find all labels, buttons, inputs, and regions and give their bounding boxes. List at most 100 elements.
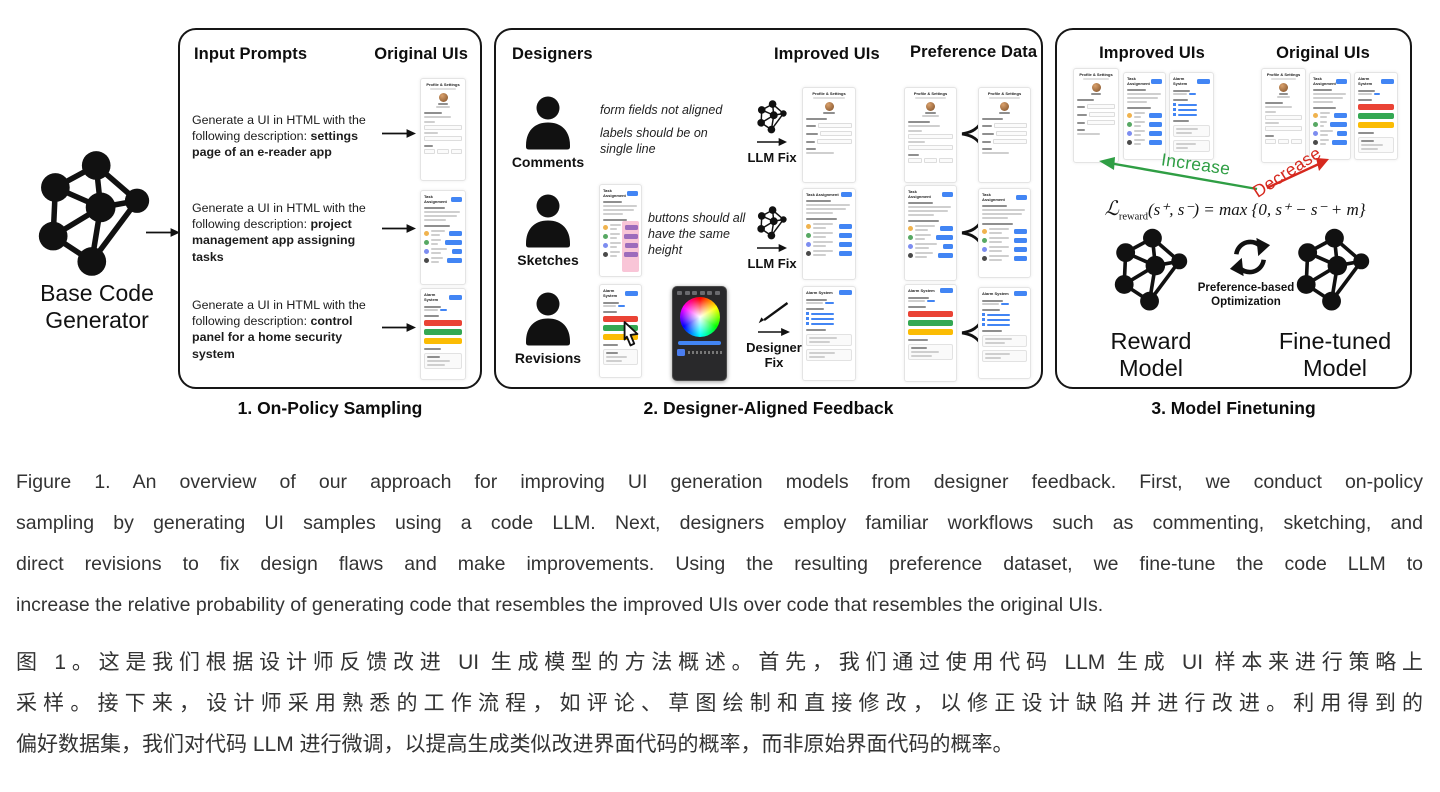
designer-row-comments: Comments <box>498 94 598 170</box>
ui-thumbnail-profile-original: Profile & Settings <box>1261 68 1306 163</box>
caption-line: 图 1。这是我们根据设计师反馈改进 UI 生成模型的方法概述。首先，我们通过使用… <box>16 651 1423 674</box>
caption-line: 偏好数据集，我们对代码 LLM 进行微调，以提高生成类似改进界面代码的概率，而非… <box>16 733 1014 756</box>
arrow-right-icon <box>758 327 790 337</box>
preference-symbol: ≺ <box>959 218 981 248</box>
ui-thumbnail-alarm-improved: Alarm System <box>1169 72 1214 160</box>
ui-thumbnail-profile-original: Profile & Settings <box>420 78 466 181</box>
improved-uis-header: Improved UIs <box>774 45 880 63</box>
arrow-right-icon <box>757 243 787 253</box>
base-code-generator-group: Base Code Generator <box>0 0 200 430</box>
panel-caption-on-policy: 1. On-Policy Sampling <box>237 398 423 418</box>
designer-row-label: Revisions <box>514 350 582 366</box>
formula-body: (s⁺, s⁻) = max {0, s⁺ − s⁻ + m} <box>1148 200 1366 219</box>
ui-thumbnail-task-improved: Task Assignment <box>978 188 1031 278</box>
reward-loss-formula: ℒreward(s⁺, s⁻) = max {0, s⁺ − s⁻ + m} <box>1075 196 1395 222</box>
caption-line: increase the relative probability of gen… <box>16 594 1104 616</box>
optimization-label-line2: Optimization <box>1211 295 1281 308</box>
increase-arrow-icon <box>1097 152 1262 192</box>
llm-fix-icon <box>757 100 787 134</box>
arrow-right-icon <box>382 223 416 234</box>
cycle-arrows-icon <box>1229 236 1271 278</box>
panel-on-policy-sampling: Input Prompts Original UIs Generate a UI… <box>178 28 482 389</box>
feedback-note: buttons should all have the same height <box>648 211 746 257</box>
llm-fix-group: LLM Fix <box>736 100 808 165</box>
input-prompts-header: Input Prompts <box>194 45 308 63</box>
finetuned-model-label: Fine-tuned Model <box>1278 328 1392 381</box>
ui-thumbnail-profile-improved: Profile & Settings <box>1073 68 1119 163</box>
designer-row-label: Sketches <box>517 252 579 268</box>
person-icon <box>523 290 573 347</box>
caption-line: direct revisions to fix design flaws and… <box>16 553 1423 575</box>
prompt-text: Generate a UI in HTML with the following… <box>192 112 374 161</box>
ui-thumbnail-profile-improved: Profile & Settings <box>978 87 1031 183</box>
ui-thumbnail-profile-original: Profile & Settings <box>904 87 957 183</box>
caption-line: sampling by generating UI samples using … <box>16 512 1423 534</box>
caption-line: 采样。接下来，设计师采用熟悉的工作流程，如评论、草图绘制和直接修改，以修正设计缺… <box>16 692 1423 715</box>
prompt-text: Generate a UI in HTML with the following… <box>192 200 374 265</box>
prompt-prefix: Generate a UI in HTML with the following… <box>192 113 366 144</box>
ui-thumbnail-task-original: Task Assignment <box>1309 72 1351 160</box>
decrease-arrow-icon <box>1263 152 1331 192</box>
arrow-right-icon <box>146 227 180 238</box>
ui-thumbnail-alarm-original: Alarm System <box>420 288 466 380</box>
ui-thumbnail-task-improved: Task Assignment <box>1123 72 1166 160</box>
arrow-right-icon <box>382 322 416 333</box>
prompt-prefix: Generate a UI in HTML with the following… <box>192 201 366 232</box>
figure-caption-english: Figure 1. An overview of our approach fo… <box>16 462 1423 626</box>
ui-thumbnail-alarm-original: Alarm System <box>1354 72 1398 160</box>
color-picker-toolbar <box>677 291 722 295</box>
figure-diagram: Base Code Generator Input Prompts Origin… <box>0 0 1412 430</box>
cursor-icon <box>620 320 642 348</box>
neural-network-icon <box>1289 228 1377 312</box>
designer-fix-group: Designer Fix <box>732 300 816 370</box>
color-picker-panel <box>672 286 727 381</box>
fix-label: LLM Fix <box>747 150 797 165</box>
improved-uis-header: Improved UIs <box>1099 44 1205 62</box>
ui-thumbnail-alarm-improved: Alarm System <box>802 286 856 381</box>
person-icon <box>523 94 573 151</box>
formula-subscript: reward <box>1118 211 1148 223</box>
ui-thumbnail-alarm-improved: Alarm System <box>978 287 1031 379</box>
llm-fix-icon <box>757 206 787 240</box>
ui-thumbnail-alarm-being-revised: Alarm System <box>599 284 642 378</box>
optimization-label: Preference-based Optimization <box>1191 282 1301 309</box>
ui-thumbnail-profile-improved: Profile & Settings <box>802 87 856 183</box>
feedback-note: labels should be on single line <box>600 126 708 156</box>
ui-thumbnail-task-original: Task Assignment <box>420 190 466 285</box>
panel-caption-finetuning: 3. Model Finetuning <box>1151 398 1316 418</box>
fix-label: Designer Fix <box>746 340 802 370</box>
panel-designer-feedback: Designers Improved UIs Preference Data C… <box>494 28 1043 389</box>
preference-symbol: ≺ <box>959 318 981 348</box>
reward-model-label: Reward Model <box>1110 328 1192 381</box>
prompt-emphasis: project management app assigning tasks <box>192 217 356 264</box>
figure-caption-chinese: 图 1。这是我们根据设计师反馈改进 UI 生成模型的方法概述。首先，我们通过使用… <box>16 642 1423 765</box>
person-icon <box>523 192 573 249</box>
color-picker-controls <box>677 349 722 356</box>
prompt-text: Generate a UI in HTML with the following… <box>192 297 374 362</box>
prompt-prefix: Generate a UI in HTML with the following… <box>192 298 366 329</box>
ui-thumbnail-task-improved: Task Assignment <box>802 188 856 280</box>
panel-caption-feedback: 2. Designer-Aligned Feedback <box>643 398 894 418</box>
arrow-right-icon <box>757 137 787 147</box>
arrow-right-icon <box>382 128 416 139</box>
designer-row-revisions: Revisions <box>498 290 598 366</box>
panel-model-finetuning: Improved UIs Original UIs Profile & Sett… <box>1055 28 1412 389</box>
fix-label: LLM Fix <box>747 256 797 271</box>
color-slider <box>678 341 721 345</box>
ui-thumbnail-alarm-original: Alarm System <box>904 284 957 382</box>
formula-script-l: ℒ <box>1104 198 1119 220</box>
color-wheel <box>679 297 720 337</box>
llm-fix-group: LLM Fix <box>736 206 808 271</box>
prompt-emphasis: control panel for a home security system <box>192 314 353 361</box>
ui-thumbnail-task-sketched: Task Assignment <box>599 184 642 277</box>
preference-symbol: ≺ <box>959 119 981 149</box>
prompt-emphasis: settings page of an e-reader app <box>192 129 358 160</box>
neural-network-icon <box>1107 228 1195 312</box>
original-uis-header: Original UIs <box>374 45 468 63</box>
pencil-icon <box>756 300 792 324</box>
ui-thumbnail-task-original: Task Assignment <box>904 185 957 281</box>
designer-row-label: Comments <box>511 154 585 170</box>
preference-data-header: Preference Data <box>910 43 1038 61</box>
base-code-generator-label: Base Code Generator <box>40 280 154 333</box>
designers-header: Designers <box>512 45 593 63</box>
